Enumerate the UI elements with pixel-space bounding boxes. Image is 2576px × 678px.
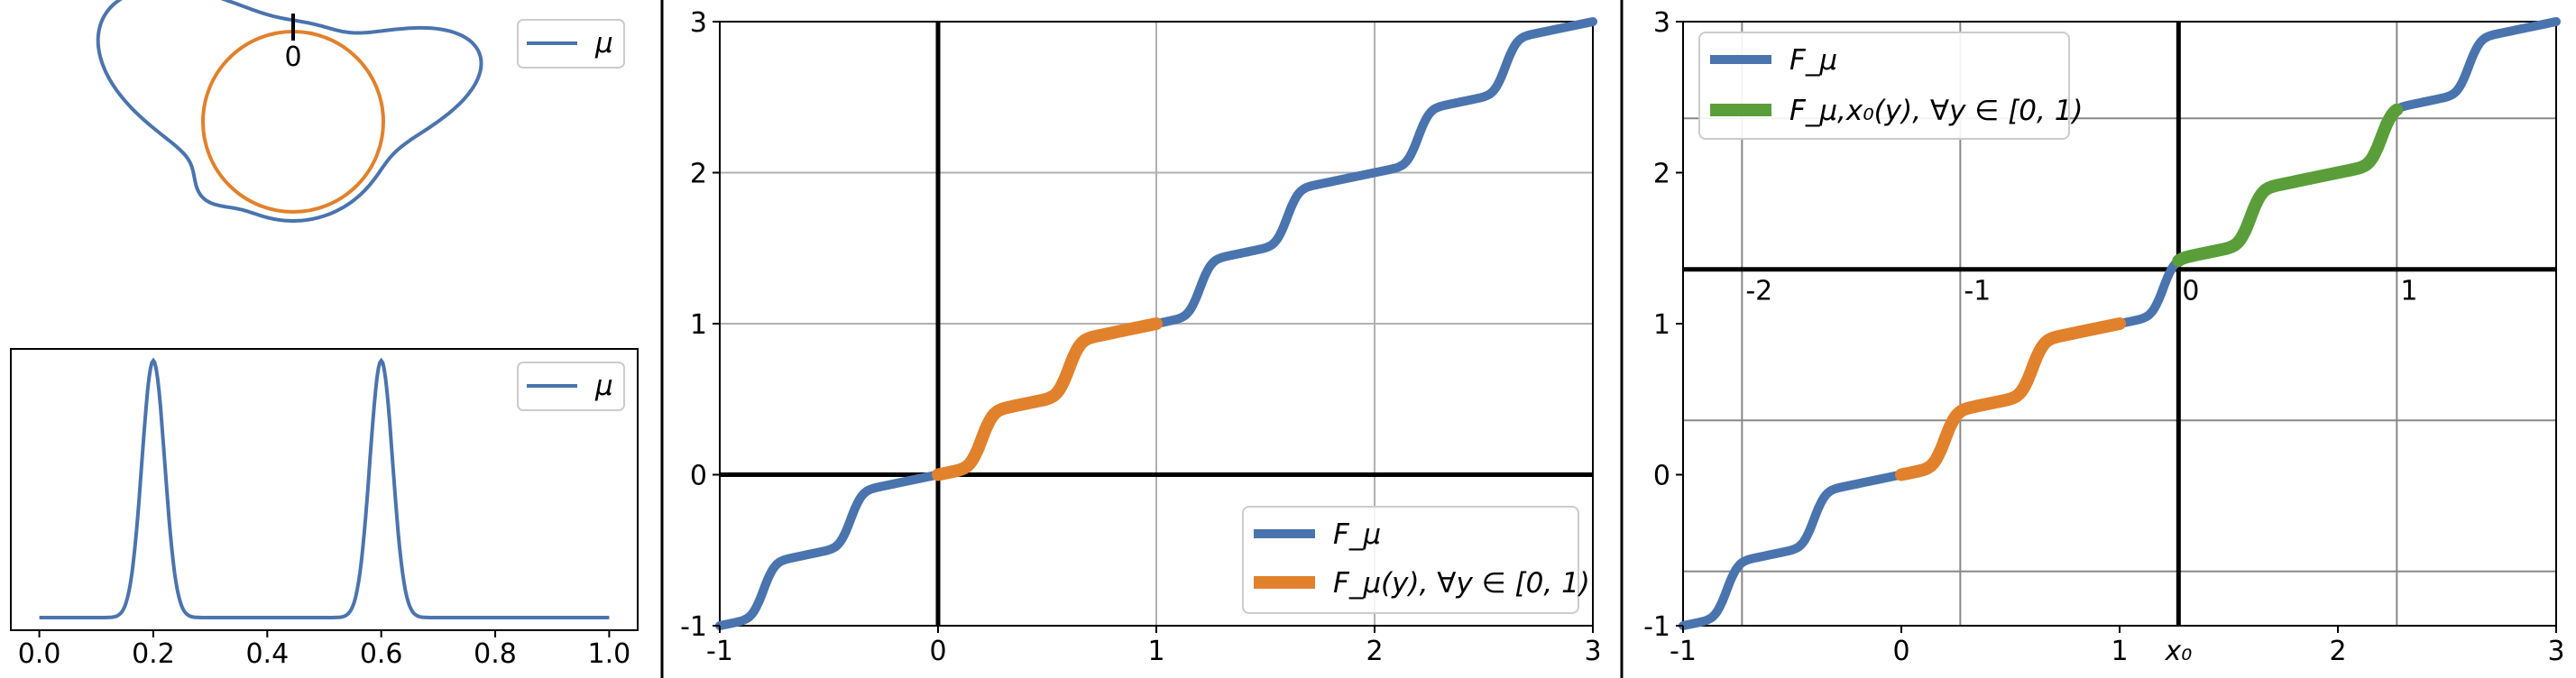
y-tick-label: 2 xyxy=(690,159,707,190)
shifted-ticks: -1 0 1 2 3 -1 0 1 2 3 x₀ -2 -1 0 1 xyxy=(1643,7,2564,667)
y-tick-label: -1 xyxy=(1643,611,1670,643)
series-F-mu-y xyxy=(932,317,1163,481)
legend-label-F-mu-x0: F_μ,x₀(y), ∀y ∈ [0, 1) xyxy=(1789,95,2084,127)
circle-legend: μ xyxy=(517,19,625,69)
y-tick-label: 3 xyxy=(690,7,707,39)
legend-label-F-mu: F_μ xyxy=(1333,518,1381,551)
shifted-tick-label: -2 xyxy=(1745,276,1772,307)
y-tick-label: -1 xyxy=(680,611,707,643)
density-line xyxy=(39,357,610,619)
x-tick-label: 0.6 xyxy=(360,638,403,670)
x-tick-label: 0.0 xyxy=(18,638,61,670)
shifted-tick-label: 1 xyxy=(2400,276,2417,307)
x-tick-label: 1 xyxy=(2111,636,2128,667)
legend-label-mu: μ xyxy=(594,27,613,60)
shifted-tick-label: 0 xyxy=(2182,276,2199,307)
legend-label-F-mu: F_μ xyxy=(1789,44,1837,77)
shifted-axes xyxy=(1683,22,2556,626)
density-axes-frame xyxy=(10,348,639,631)
y-tick-label: 0 xyxy=(1653,461,1670,492)
y-tick-label: 1 xyxy=(1653,309,1670,341)
x-tick-label: 1 xyxy=(1147,636,1164,667)
series-F-mu-y xyxy=(1895,317,2126,481)
cdf-zero-axes xyxy=(720,22,1593,626)
cdf-panel: -1 0 1 2 3 -1 0 1 2 3 F_μ F_μ(y), ∀y ∈ [0, 1) xyxy=(680,7,1601,667)
legend-label-F-mu-y: F_μ(y), ∀y ∈ [0, 1) xyxy=(1333,567,1590,600)
shifted-tick-label: -1 xyxy=(1964,276,1991,307)
x-tick-label: 0.8 xyxy=(474,638,517,670)
density-panel: 0.0 0.2 0.4 0.6 0.8 1.0 μ xyxy=(10,348,639,670)
mu-density-curve xyxy=(96,0,483,223)
x-tick-label: -1 xyxy=(1670,636,1697,667)
y-tick-label: 0 xyxy=(690,461,707,492)
x-tick-label: 0.4 xyxy=(245,638,289,670)
x-tick-label: -1 xyxy=(706,636,733,667)
shifted-legend: F_μ F_μ,x₀(y), ∀y ∈ [0, 1) xyxy=(1698,32,2084,140)
x-tick-label: 2 xyxy=(2329,636,2346,667)
x-tick-label: 0.2 xyxy=(132,638,175,670)
x-tick-label: 0 xyxy=(1892,636,1909,667)
series-F-mu-x0 xyxy=(2172,103,2404,268)
x-tick-label: 2 xyxy=(1366,636,1383,667)
legend-frame xyxy=(1698,32,2070,140)
x-tick-label: 3 xyxy=(1584,636,1601,667)
legend-label-mu: μ xyxy=(594,370,613,402)
x-tick-label: 3 xyxy=(2547,636,2564,667)
x0-tick-label: x₀ xyxy=(2164,636,2192,667)
zero-marker-label: 0 xyxy=(284,41,301,73)
cdf-legend: F_μ F_μ(y), ∀y ∈ [0, 1) xyxy=(1242,506,1590,614)
legend-frame xyxy=(1242,506,1579,614)
y-tick-label: 3 xyxy=(1653,7,1670,39)
density-x-ticks: 0.0 0.2 0.4 0.6 0.8 1.0 xyxy=(18,630,631,670)
y-tick-label: 2 xyxy=(1653,159,1670,190)
density-legend: μ xyxy=(517,362,625,411)
shifted-panel: -1 0 1 2 3 -1 0 1 2 3 x₀ -2 -1 0 1 F_μ F_μ,x₀(y), ∀y ∈… xyxy=(1643,7,2564,667)
x-tick-label: 1.0 xyxy=(588,638,631,670)
circle-panel: 0 μ xyxy=(96,0,625,223)
cdf-ticks: -1 0 1 2 3 -1 0 1 2 3 xyxy=(680,7,1601,667)
y-tick-label: 1 xyxy=(690,309,707,341)
x-tick-label: 0 xyxy=(929,636,946,667)
